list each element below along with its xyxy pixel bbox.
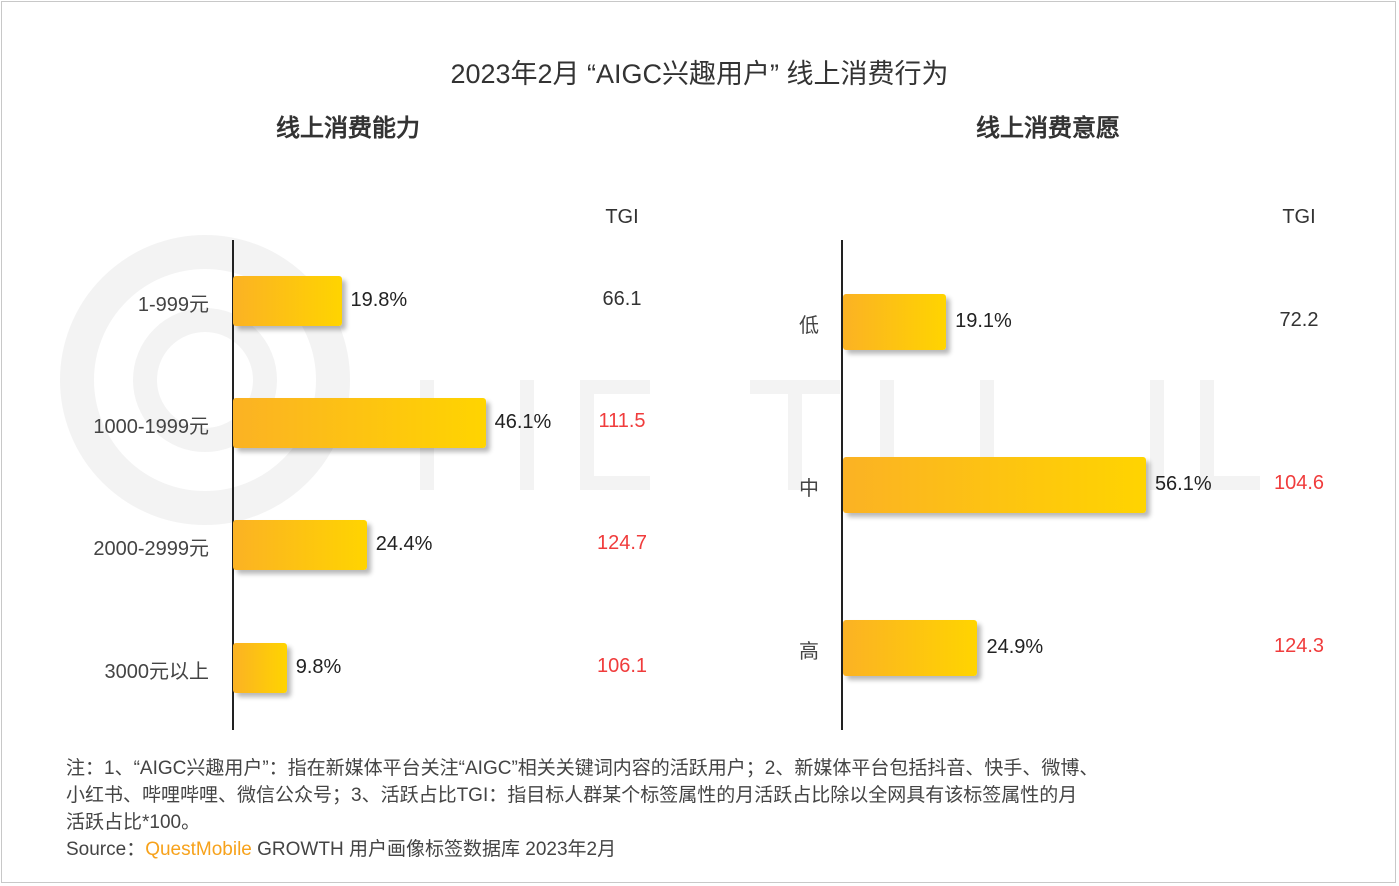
tgi-value: 124.7 [596, 532, 648, 554]
bar [233, 520, 367, 570]
value-label: 46.1% [494, 411, 552, 433]
bar [843, 620, 978, 676]
category-label: 低 [799, 315, 819, 337]
left-chart-title: 线上消费能力 [276, 115, 420, 142]
bar [233, 398, 486, 448]
footnote-line-1: 注：1、“AIGC兴趣用户”：指在新媒体平台关注“AIGC”相关关键词内容的活跃… [66, 758, 1099, 779]
value-label: 24.9% [986, 636, 1044, 658]
left-y-axis [232, 240, 234, 730]
tgi-value: 72.2 [1279, 309, 1319, 331]
bar [233, 643, 287, 693]
source-label: Source： [66, 839, 146, 860]
value-label: 24.4% [375, 533, 433, 555]
footnote-line-3: 活跃占比*100。 [66, 812, 201, 833]
category-label: 2000-2999元 [93, 538, 209, 560]
chart-title: 2023年2月 “AIGC兴趣用户” 线上消费行为 [450, 59, 949, 89]
footnote: 注：1、“AIGC兴趣用户”：指在新媒体平台关注“AIGC”相关关键词内容的活跃… [66, 755, 1346, 863]
value-label: 56.1% [1154, 473, 1212, 495]
right-y-axis [841, 240, 843, 730]
bar [843, 457, 1146, 513]
value-label: 19.1% [955, 310, 1012, 332]
right-chart-title: 线上消费意愿 [976, 115, 1120, 142]
right-tgi-header: TGI [1282, 206, 1316, 228]
tgi-value: 111.5 [598, 410, 646, 432]
tgi-value: 124.3 [1273, 635, 1325, 657]
footnote-line-2: 小红书、哔哩哔哩、微信公众号；3、活跃占比TGI：指目标人群某个标签属性的月活跃… [66, 785, 1078, 806]
watermark-logo [60, 235, 1260, 525]
source-brand: QuestMobile [145, 839, 252, 860]
source-text: GROWTH 用户画像标签数据库 2023年2月 [251, 839, 617, 860]
left-tgi-header: TGI [605, 206, 639, 228]
category-label: 1-999元 [137, 294, 209, 316]
category-label: 1000-1999元 [93, 416, 209, 438]
bar [233, 276, 342, 326]
source-line: Source：QuestMobile GROWTH 用户画像标签数据库 2023… [66, 836, 1346, 863]
category-label: 高 [799, 641, 819, 663]
value-label: 9.8% [295, 656, 342, 678]
category-label: 3000元以上 [104, 661, 210, 683]
tgi-value: 104.6 [1273, 472, 1325, 494]
value-label: 19.8% [350, 289, 408, 311]
bar [843, 294, 947, 350]
tgi-value: 106.1 [596, 655, 648, 677]
tgi-value: 66.1 [602, 288, 642, 310]
category-label: 中 [799, 478, 819, 500]
